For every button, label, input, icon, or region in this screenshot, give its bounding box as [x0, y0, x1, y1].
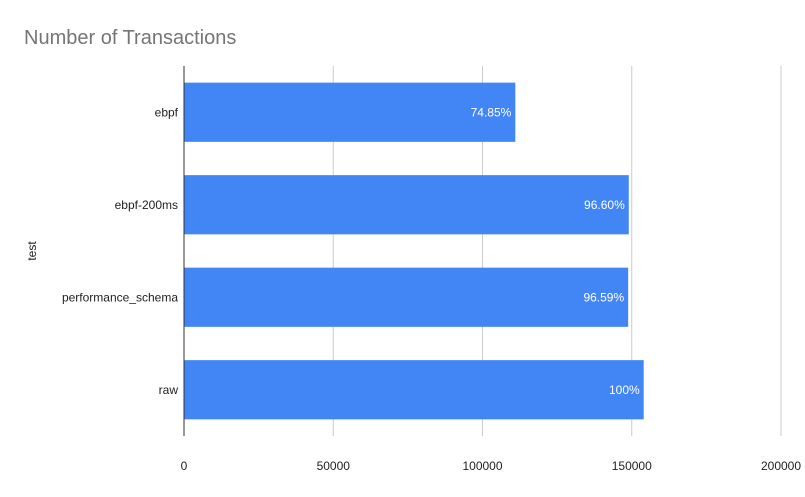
x-tick-label: 100000 — [462, 459, 502, 473]
category-label: raw — [159, 383, 179, 397]
bar-raw — [184, 360, 644, 420]
category-label: performance_schema — [62, 290, 178, 304]
bar-ebpf — [184, 82, 516, 142]
data-label: 96.59% — [583, 290, 624, 304]
data-label: 74.85% — [471, 105, 512, 119]
x-tick-label: 200000 — [761, 459, 801, 473]
category-label: ebpf — [155, 105, 179, 119]
x-tick-label: 50000 — [317, 459, 351, 473]
bars: 74.85% 96.60% 96.59% 100% — [184, 82, 644, 420]
x-tick-label: 150000 — [612, 459, 652, 473]
x-tick-labels: 0 50000 100000 150000 200000 — [181, 459, 802, 473]
data-label: 96.60% — [584, 198, 625, 212]
bar-performance_schema — [184, 267, 629, 327]
bar-ebpf-200ms — [184, 175, 629, 235]
chart-title: Number of Transactions — [24, 27, 236, 49]
x-tick-label: 0 — [181, 459, 188, 473]
y-axis-title: test — [25, 241, 39, 261]
category-label: ebpf-200ms — [115, 198, 178, 212]
data-label: 100% — [609, 383, 640, 397]
